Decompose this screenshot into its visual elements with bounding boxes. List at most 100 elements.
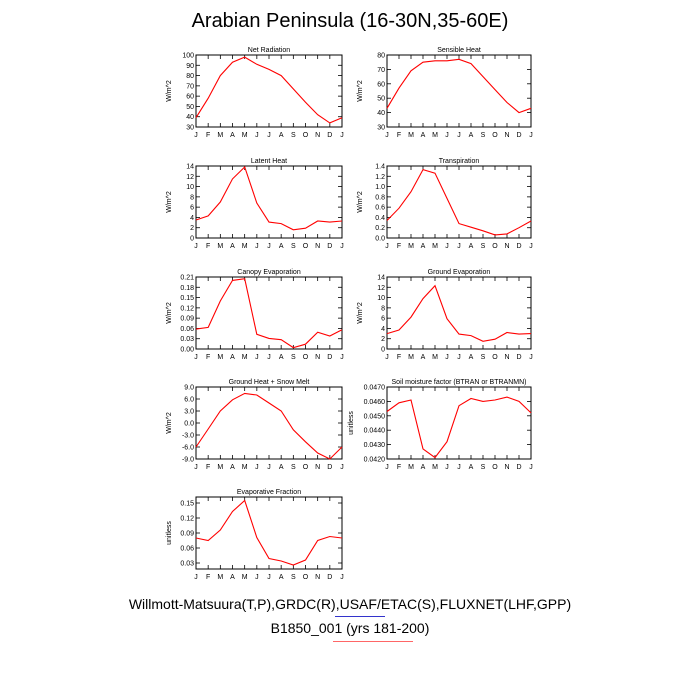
- x-tick-label: F: [397, 243, 401, 250]
- y-tick-label: 0.4: [375, 215, 385, 222]
- y-tick-label: 0: [381, 347, 385, 354]
- x-tick-label: M: [217, 574, 223, 581]
- x-tick-label: A: [279, 132, 284, 139]
- series-line: [195, 56, 343, 124]
- panel-title: Transpiration: [439, 158, 480, 165]
- x-tick-label: D: [516, 464, 521, 471]
- x-tick-label: O: [303, 243, 309, 250]
- x-tick-label: S: [291, 574, 296, 581]
- x-tick-label: S: [291, 464, 296, 471]
- y-tick-label: 0.0460: [364, 399, 386, 406]
- y-tick-label: 0.21: [180, 275, 194, 282]
- x-tick-label: J: [255, 574, 259, 581]
- x-tick-label: J: [267, 132, 271, 139]
- y-tick-label: 1.2: [375, 174, 385, 181]
- plot-frame: [195, 165, 343, 239]
- x-tick-label: S: [481, 243, 486, 250]
- x-tick-label: J: [385, 243, 389, 250]
- plot-frame: [386, 276, 532, 350]
- series-line: [386, 168, 532, 236]
- x-tick-label: M: [432, 132, 438, 139]
- y-tick-label: -6.0: [182, 445, 194, 452]
- panel-title: Evaporative Fraction: [237, 489, 301, 496]
- x-tick-label: A: [230, 354, 235, 361]
- y-axis-label: W/m^2: [357, 80, 364, 102]
- y-tick-label: 0.0430: [364, 442, 386, 449]
- x-tick-label: O: [303, 464, 309, 471]
- x-tick-label: M: [217, 243, 223, 250]
- y-tick-label: 80: [186, 73, 194, 80]
- x-tick-label: F: [397, 132, 401, 139]
- x-tick-label: F: [206, 132, 210, 139]
- x-tick-label: J: [529, 132, 533, 139]
- y-tick-label: 0.00: [180, 347, 194, 354]
- x-tick-label: J: [529, 464, 533, 471]
- y-tick-label: 0.03: [180, 561, 194, 568]
- y-tick-label: 12: [186, 174, 194, 181]
- x-tick-label: A: [230, 132, 235, 139]
- x-tick-label: J: [267, 243, 271, 250]
- y-tick-label: 30: [377, 125, 385, 132]
- x-tick-label: J: [529, 354, 533, 361]
- x-tick-label: M: [432, 243, 438, 250]
- footer-case: B1850_001 (yrs 181-200): [270, 620, 430, 636]
- x-tick-label: J: [385, 132, 389, 139]
- x-tick-label: J: [385, 464, 389, 471]
- panel-title: Canopy Evaporation: [237, 269, 301, 276]
- x-tick-label: A: [230, 243, 235, 250]
- x-tick-label: M: [408, 243, 414, 250]
- y-tick-label: 3.0: [184, 409, 194, 416]
- series-line: [195, 392, 343, 460]
- y-tick-label: 70: [377, 67, 385, 74]
- y-tick-label: 0.15: [180, 295, 194, 302]
- panel-title: Ground Heat + Snow Melt: [229, 379, 310, 386]
- panel-title: Net Radiation: [248, 47, 291, 54]
- series-line: [195, 278, 343, 349]
- x-tick-label: J: [255, 464, 259, 471]
- x-tick-label: A: [279, 464, 284, 471]
- x-tick-label: M: [217, 132, 223, 139]
- panel-title: Ground Evaporation: [428, 269, 491, 276]
- y-tick-label: 100: [182, 53, 194, 60]
- x-tick-label: O: [303, 132, 309, 139]
- y-tick-label: 0.09: [180, 316, 194, 323]
- y-tick-label: 0.06: [180, 326, 194, 333]
- x-tick-label: A: [279, 354, 284, 361]
- x-tick-label: A: [421, 354, 426, 361]
- x-tick-label: J: [194, 354, 198, 361]
- y-tick-label: 2: [381, 336, 385, 343]
- y-tick-label: 0: [190, 236, 194, 243]
- x-tick-label: S: [291, 132, 296, 139]
- x-tick-label: M: [432, 464, 438, 471]
- x-tick-label: A: [469, 243, 474, 250]
- x-tick-label: J: [529, 243, 533, 250]
- y-tick-label: 90: [186, 63, 194, 70]
- x-tick-label: J: [340, 132, 344, 139]
- x-tick-label: J: [194, 464, 198, 471]
- panel-title: Sensible Heat: [437, 47, 481, 54]
- x-tick-label: J: [445, 464, 449, 471]
- y-tick-label: 10: [186, 184, 194, 191]
- y-axis-label: W/m^2: [166, 302, 173, 324]
- chart-panel-7: Ground Heat + Snow Melt -9.0 -6.0 -3.0 0.0 3.…: [166, 379, 344, 471]
- x-tick-label: A: [421, 464, 426, 471]
- y-tick-label: 0.8: [375, 194, 385, 201]
- y-tick-label: 0.09: [180, 531, 194, 538]
- x-tick-label: O: [492, 354, 498, 361]
- x-tick-label: O: [303, 354, 309, 361]
- x-tick-label: D: [516, 243, 521, 250]
- panel-title: Soil moisture factor (BTRAN or BTRANMN): [392, 379, 527, 386]
- y-axis-label: unitless: [348, 411, 355, 435]
- panel-title: Latent Heat: [251, 158, 287, 165]
- x-tick-label: A: [469, 464, 474, 471]
- y-tick-label: 70: [186, 83, 194, 90]
- x-tick-label: N: [315, 574, 320, 581]
- y-tick-label: 0.12: [180, 516, 194, 523]
- y-tick-label: 60: [377, 81, 385, 88]
- y-axis-label: W/m^2: [357, 302, 364, 324]
- footer-underline-blue: [335, 616, 385, 617]
- x-tick-label: A: [230, 464, 235, 471]
- y-tick-label: 1.4: [375, 164, 385, 171]
- x-tick-label: D: [516, 354, 521, 361]
